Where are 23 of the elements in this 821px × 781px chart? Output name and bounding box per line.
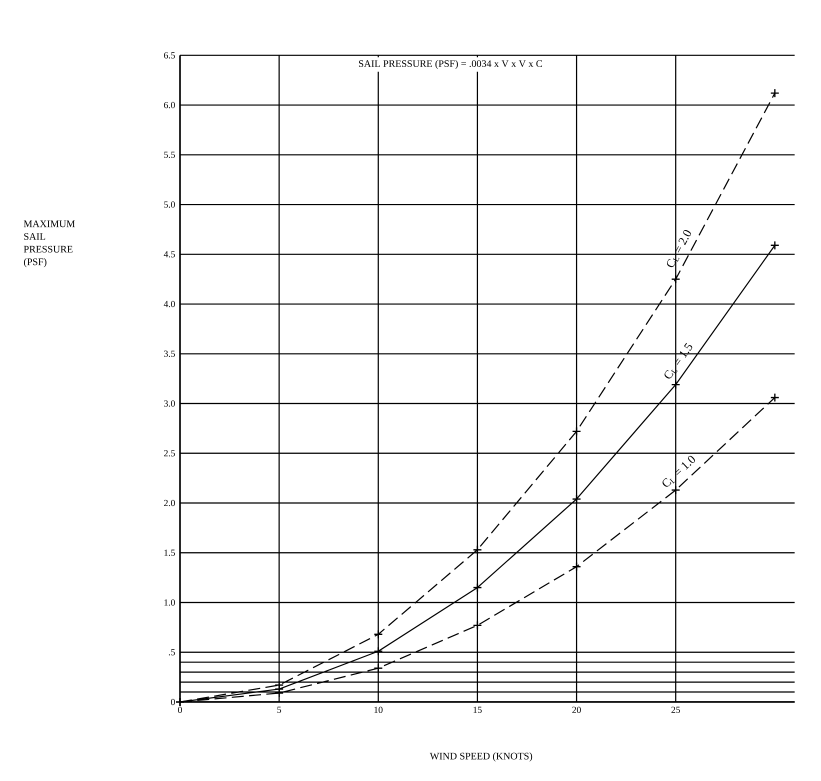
y-tick-label: 2.0 <box>164 500 175 506</box>
y-tick-label: 5.0 <box>164 201 175 208</box>
x-tick-label: 15 <box>474 706 482 713</box>
x-tick-label: 20 <box>572 706 581 713</box>
chart-title: SAIL PRESSURE (PSF) = .0034 x V x V x C <box>358 60 542 70</box>
y-tick-label: 2.5 <box>164 450 175 456</box>
x-tick-label: 0 <box>178 706 182 713</box>
y-tick-label: 1.0 <box>164 599 175 606</box>
y-tick-label: 4.0 <box>164 300 175 308</box>
x-axis-title: WIND SPEED (KNOTS) <box>430 752 532 762</box>
y-tick-label: 6.0 <box>164 102 175 108</box>
y-tick-label: 6.5 <box>164 52 175 58</box>
y-tick-label: 1.5 <box>164 550 175 556</box>
y-tick-label: 0 <box>170 698 175 706</box>
y-tick-label: 3.0 <box>164 400 175 407</box>
x-tick-label: 25 <box>671 706 680 713</box>
y-tick-label: 4.5 <box>164 251 175 258</box>
x-tick-label: 10 <box>374 706 383 713</box>
y-tick-label: .5 <box>168 649 175 656</box>
x-tick-label: 5 <box>277 706 282 713</box>
text: MAXIMUM SAIL PRESSURE (PSF) <box>24 220 75 268</box>
y-tick-label: 5.5 <box>164 152 175 158</box>
y-tick-label: 3.5 <box>164 350 175 357</box>
